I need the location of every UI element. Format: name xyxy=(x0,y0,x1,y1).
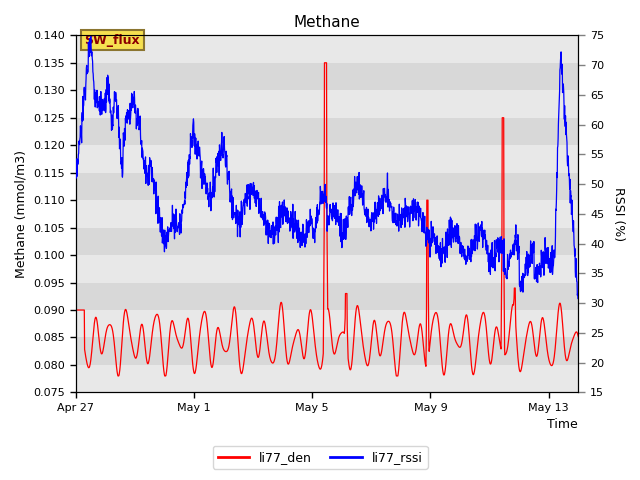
Y-axis label: RSSI (%): RSSI (%) xyxy=(612,187,625,241)
Bar xyxy=(76,173,578,200)
Bar xyxy=(76,255,578,283)
Bar xyxy=(76,365,578,393)
Y-axis label: Methane (mmol/m3): Methane (mmol/m3) xyxy=(15,150,28,278)
Bar xyxy=(76,36,578,63)
Legend: li77_den, li77_rssi: li77_den, li77_rssi xyxy=(212,446,428,469)
Title: Methane: Methane xyxy=(294,15,360,30)
Bar xyxy=(76,228,578,255)
Bar xyxy=(76,200,578,228)
Bar xyxy=(76,283,578,310)
Text: SW_flux: SW_flux xyxy=(84,34,140,47)
Bar xyxy=(76,90,578,118)
Bar xyxy=(76,63,578,90)
Bar xyxy=(76,145,578,173)
X-axis label: Time: Time xyxy=(547,419,578,432)
Bar xyxy=(76,118,578,145)
Bar xyxy=(76,337,578,365)
Bar xyxy=(76,310,578,337)
